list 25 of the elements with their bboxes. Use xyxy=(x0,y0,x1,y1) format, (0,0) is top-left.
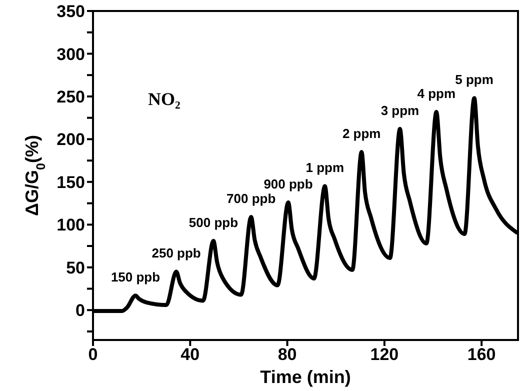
annotation: 150 ppb xyxy=(110,270,160,285)
x-tick-label: 80 xyxy=(278,345,297,364)
y-tick-label: 350 xyxy=(56,2,85,22)
y-tick-label: 300 xyxy=(56,44,85,64)
annotation: 4 ppm xyxy=(417,86,456,101)
annotation: 250 ppb xyxy=(152,246,201,261)
annotation: 900 ppb xyxy=(264,176,313,192)
annotation: 1 ppm xyxy=(306,160,344,176)
y-tick-label: 50 xyxy=(66,258,85,278)
y-tick-label: 100 xyxy=(56,216,85,235)
y-tick-label: 200 xyxy=(56,130,85,150)
y-tick-label: 150 xyxy=(56,172,85,192)
x-axis-title: Time (min) xyxy=(260,367,351,387)
annotation: 700 ppb xyxy=(226,190,276,206)
annotation: 2 ppm xyxy=(342,126,381,141)
annotation: 500 ppb xyxy=(188,214,238,230)
x-tick-label: 160 xyxy=(467,345,496,364)
annotation: 5 ppm xyxy=(455,72,494,88)
y-tick-label: 250 xyxy=(56,87,85,106)
x-tick-label: 120 xyxy=(370,345,399,364)
annotation: 3 ppm xyxy=(380,102,420,118)
x-tick-label: 0 xyxy=(88,345,98,364)
annotation: NO₂ xyxy=(148,89,180,109)
x-tick-label: 40 xyxy=(180,345,200,364)
y-tick-label: 0 xyxy=(76,301,85,320)
